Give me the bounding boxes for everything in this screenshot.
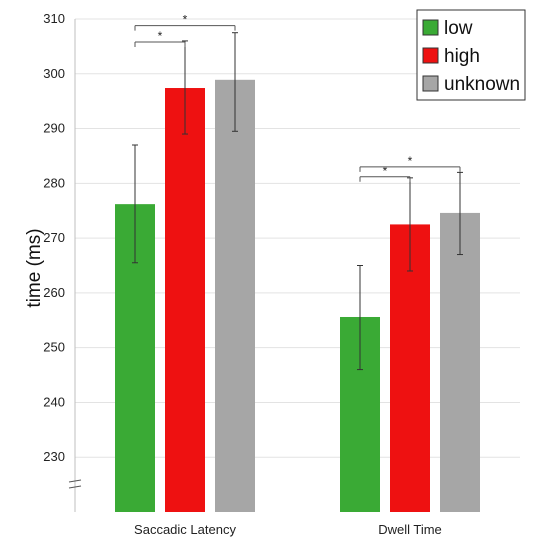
y-tick-label: 310 bbox=[43, 11, 65, 26]
legend: low high unknown bbox=[416, 9, 526, 101]
y-tick-label: 250 bbox=[43, 340, 65, 355]
y-tick-label: 230 bbox=[43, 449, 65, 464]
y-tick-label: 290 bbox=[43, 121, 65, 136]
legend-swatch-low bbox=[422, 19, 439, 36]
y-tick-label: 280 bbox=[43, 175, 65, 190]
bar-unknown bbox=[440, 212, 480, 512]
bar-high bbox=[165, 88, 205, 513]
y-tick-label: 240 bbox=[43, 394, 65, 409]
significance-brackets: * * * * bbox=[134, 13, 461, 182]
bar-unknown bbox=[215, 79, 255, 512]
significance-star: * bbox=[383, 164, 388, 178]
category-labels: Saccadic Latency Dwell Time bbox=[134, 522, 442, 537]
significance-star: * bbox=[183, 13, 188, 27]
y-tick-label: 300 bbox=[43, 66, 65, 81]
y-tick-label: 260 bbox=[43, 285, 65, 300]
y-tick-label: 270 bbox=[43, 230, 65, 245]
legend-swatch-unknown bbox=[422, 75, 439, 92]
y-axis-label: time (ms) bbox=[24, 228, 45, 307]
legend-swatch-high bbox=[422, 47, 439, 64]
axis-break-mark bbox=[68, 479, 82, 483]
bars bbox=[115, 79, 480, 513]
bar-high bbox=[390, 224, 430, 512]
category-label: Dwell Time bbox=[378, 522, 442, 537]
error-bars bbox=[132, 32, 463, 371]
y-axis: 230 240 250 260 270 280 290 300 310 bbox=[43, 11, 82, 512]
significance-star: * bbox=[408, 154, 413, 168]
legend-label-low: low bbox=[444, 18, 473, 39]
legend-label-unknown: unknown bbox=[444, 74, 520, 95]
legend-label-high: high bbox=[444, 46, 480, 67]
significance-star: * bbox=[158, 29, 163, 43]
axis-break-mark bbox=[68, 485, 82, 489]
category-label: Saccadic Latency bbox=[134, 522, 236, 537]
